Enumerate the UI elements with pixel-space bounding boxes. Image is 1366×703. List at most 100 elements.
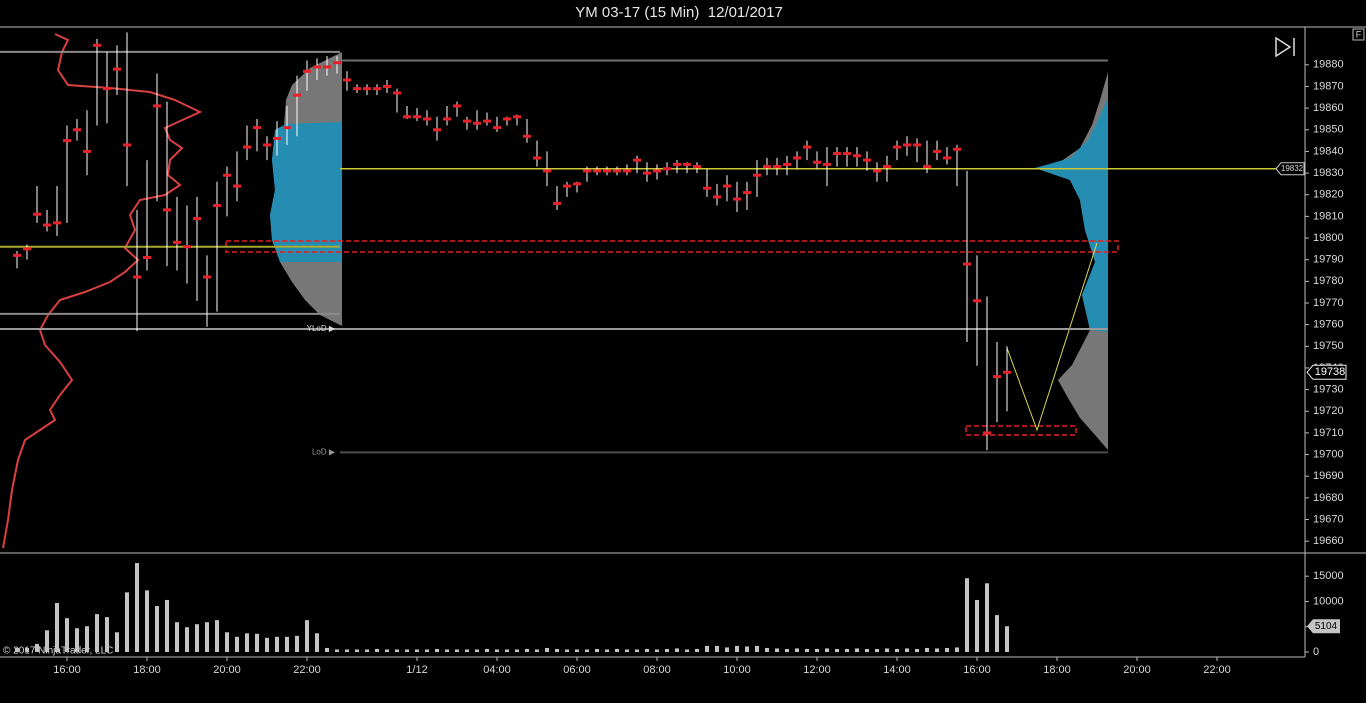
close-tick (63, 139, 71, 143)
volume-bar (125, 592, 129, 652)
volume-bar (875, 648, 879, 652)
y-tick-label: 19800 (1313, 232, 1344, 244)
close-tick (423, 117, 431, 121)
volume-bar (655, 649, 659, 652)
volume-bar (145, 590, 149, 652)
close-tick (623, 169, 631, 173)
volume-bar (865, 648, 869, 652)
last-price-label: 19738 (1315, 366, 1346, 378)
close-tick (83, 149, 91, 153)
close-tick (493, 126, 501, 130)
volume-bar (625, 649, 629, 652)
close-tick (713, 195, 721, 199)
close-tick (843, 152, 851, 156)
close-tick (503, 117, 511, 121)
y-tick-label: 19680 (1313, 492, 1344, 504)
close-tick (363, 87, 371, 91)
volume-bar (815, 648, 819, 652)
close-tick (573, 182, 581, 186)
close-tick (183, 245, 191, 249)
close-tick (743, 191, 751, 195)
close-tick (833, 152, 841, 156)
volume-bar (1005, 626, 1009, 652)
close-tick (323, 65, 331, 69)
volume-bar (795, 648, 799, 652)
button-box[interactable] (1352, 28, 1365, 41)
close-tick (973, 299, 981, 303)
close-tick (403, 115, 411, 119)
close-tick (163, 208, 171, 212)
x-tick-label: 16:00 (963, 664, 991, 676)
close-tick (883, 165, 891, 169)
volume-bar (65, 618, 69, 652)
volume-bar (25, 647, 29, 652)
volume-bar (545, 647, 549, 652)
close-tick (723, 184, 731, 188)
close-tick (823, 162, 831, 166)
scroll-end-icon[interactable] (1275, 36, 1295, 58)
close-tick (453, 104, 461, 108)
volume-bar (825, 648, 829, 652)
volume-bar (35, 643, 39, 652)
x-tick-label: 22:00 (1203, 664, 1231, 676)
volume-bar (955, 647, 959, 652)
close-tick (923, 165, 931, 169)
close-tick (53, 221, 61, 225)
close-tick (993, 375, 1001, 379)
volume-bar (785, 648, 789, 652)
close-tick (203, 275, 211, 279)
close-tick (123, 143, 131, 147)
x-tick-label: 20:00 (1123, 664, 1151, 676)
close-tick (273, 136, 281, 140)
close-tick (103, 87, 111, 91)
volume-bar (95, 614, 99, 652)
level-label: LoD ▶ (312, 448, 336, 457)
volume-bar (345, 649, 349, 652)
volume-bar (635, 649, 639, 652)
volume-bar (585, 649, 589, 652)
button[interactable]: F (1356, 29, 1362, 39)
volume-bar (85, 626, 89, 652)
x-tick-label: 14:00 (883, 664, 911, 676)
close-tick (953, 147, 961, 151)
x-tick-label: 20:00 (213, 664, 241, 676)
y-tick-label: 19840 (1313, 145, 1344, 157)
close-tick (463, 119, 471, 123)
volume-bar (775, 648, 779, 652)
close-tick (373, 87, 381, 91)
volume-bar (515, 649, 519, 652)
volume-bar (275, 636, 279, 652)
close-tick (583, 169, 591, 173)
close-tick (643, 171, 651, 175)
close-tick (303, 69, 311, 73)
volume-bar (315, 633, 319, 652)
close-tick (443, 117, 451, 121)
volume-bar (235, 636, 239, 652)
y-tick-label: 19690 (1313, 470, 1344, 482)
close-tick (233, 184, 241, 188)
x-tick-label: 18:00 (1043, 664, 1071, 676)
close-tick (193, 217, 201, 221)
volume-bar (705, 645, 709, 652)
volume-bar (895, 648, 899, 652)
close-tick (393, 91, 401, 95)
volume-bar (935, 648, 939, 652)
volume-bar (805, 648, 809, 652)
last-volume-label: 5104 (1315, 621, 1338, 632)
volume-bar (675, 648, 679, 652)
close-tick (333, 61, 341, 65)
volume-bar (495, 649, 499, 652)
volume-bar (855, 648, 859, 652)
close-tick (213, 204, 221, 208)
zone-rectangle (965, 425, 1077, 436)
y-tick-label: 19720 (1313, 405, 1344, 417)
x-tick-label: 08:00 (643, 664, 671, 676)
close-tick (733, 197, 741, 201)
close-tick (943, 156, 951, 160)
close-tick (313, 65, 321, 69)
volume-bar (225, 632, 229, 652)
volume-bar (105, 617, 109, 652)
close-tick (683, 162, 691, 166)
x-tick-label: 10:00 (723, 664, 751, 676)
